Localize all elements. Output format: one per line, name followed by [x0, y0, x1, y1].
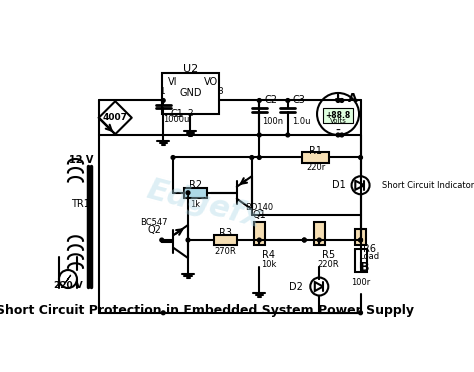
Bar [214, 235, 237, 245]
Text: VO: VO [203, 77, 218, 87]
Circle shape [257, 133, 261, 137]
Text: Load: Load [359, 252, 380, 261]
Bar [356, 229, 366, 245]
Circle shape [257, 238, 261, 242]
Circle shape [302, 238, 306, 242]
Circle shape [161, 311, 165, 315]
Bar [254, 222, 264, 244]
Circle shape [302, 238, 306, 242]
Text: 220R: 220R [318, 260, 339, 269]
Text: C3: C3 [292, 96, 305, 106]
Text: GND: GND [179, 88, 201, 98]
Circle shape [171, 155, 175, 159]
Text: 3: 3 [218, 87, 223, 96]
Circle shape [257, 155, 261, 159]
Text: Q1: Q1 [253, 210, 266, 220]
Text: R5: R5 [322, 250, 335, 260]
Text: BD140: BD140 [245, 203, 273, 212]
Circle shape [340, 133, 344, 137]
Text: 12 V: 12 V [69, 155, 93, 166]
Text: +: + [333, 94, 343, 104]
Circle shape [336, 99, 340, 102]
Bar [355, 249, 366, 272]
Text: U2: U2 [182, 64, 198, 74]
Text: 270R: 270R [215, 247, 237, 256]
Text: 100n: 100n [262, 117, 283, 126]
Text: Short Circuit Indicator: Short Circuit Indicator [382, 181, 474, 190]
Circle shape [336, 133, 340, 137]
Circle shape [161, 99, 165, 102]
Circle shape [286, 133, 290, 137]
Circle shape [359, 238, 363, 242]
Text: R1: R1 [309, 147, 322, 157]
Circle shape [340, 99, 344, 102]
Text: C2: C2 [264, 96, 277, 106]
Text: 1: 1 [160, 87, 166, 96]
Text: 2: 2 [187, 109, 193, 118]
Text: C1: C1 [170, 109, 183, 119]
Text: Q2: Q2 [147, 225, 161, 235]
Text: R2: R2 [189, 180, 202, 190]
Text: R3: R3 [219, 228, 232, 237]
Text: 220 V: 220 V [54, 280, 82, 289]
Circle shape [186, 191, 190, 195]
Text: 1.0u: 1.0u [292, 117, 310, 126]
Circle shape [286, 99, 290, 102]
Circle shape [359, 311, 363, 315]
Text: -: - [336, 124, 340, 138]
Text: 1000u: 1000u [164, 115, 190, 125]
Text: B: B [360, 261, 369, 274]
Circle shape [250, 155, 254, 159]
Text: 10k: 10k [261, 260, 276, 269]
Text: BC547: BC547 [140, 218, 168, 227]
Circle shape [186, 238, 190, 242]
Text: Volts: Volts [329, 118, 346, 125]
Circle shape [160, 238, 164, 242]
Text: D2: D2 [289, 282, 303, 292]
Text: R4: R4 [262, 250, 275, 260]
Text: Short Circuit Protection in Embedded System Power Supply: Short Circuit Protection in Embedded Sys… [0, 304, 413, 317]
Text: R6: R6 [363, 244, 376, 254]
Circle shape [257, 99, 261, 102]
Text: 1k: 1k [191, 199, 201, 208]
Bar [314, 222, 325, 244]
Circle shape [318, 238, 321, 242]
Text: D1: D1 [332, 180, 346, 190]
Bar [302, 152, 329, 163]
Text: Edgefx: Edgefx [144, 175, 265, 233]
Bar [323, 108, 353, 123]
Text: 220r: 220r [306, 164, 325, 173]
Text: 4007: 4007 [103, 113, 128, 122]
Circle shape [359, 155, 363, 159]
Text: TR1: TR1 [71, 199, 90, 209]
Circle shape [359, 238, 363, 242]
Text: +88.8: +88.8 [326, 111, 351, 120]
Bar [162, 73, 219, 114]
Text: VI: VI [168, 77, 178, 87]
Text: 100r: 100r [351, 278, 370, 287]
Bar [184, 187, 207, 198]
Text: A: A [348, 93, 358, 106]
